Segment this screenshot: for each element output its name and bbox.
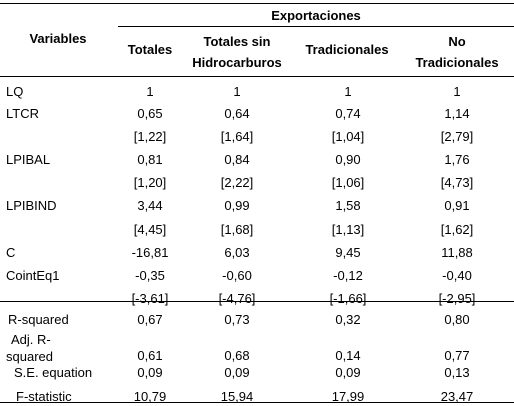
table-cell: 0,90	[335, 152, 361, 167]
table-cell: [1,06]	[331, 175, 365, 190]
row-label: F-statistic	[16, 389, 72, 404]
table-cell: 0,68	[224, 348, 250, 363]
table-cell: 10,79	[133, 389, 167, 404]
table-cell: 1,76	[444, 152, 470, 167]
table-cell: [1,64]	[220, 129, 254, 144]
row-label: LPIBAL	[6, 152, 51, 167]
row-label: R-squared	[8, 312, 69, 327]
table-cell: [1,13]	[331, 222, 365, 237]
table-cell: [1,62]	[440, 222, 474, 237]
table-cell: 6,03	[224, 245, 250, 260]
table-cell: 9,45	[335, 245, 361, 260]
table-cell: -0,40	[442, 268, 472, 283]
table-cell: 1	[453, 84, 461, 99]
header-variables: Variables	[29, 31, 87, 46]
row-label: C	[6, 245, 16, 260]
header-rule	[0, 76, 514, 77]
table-cell: 0,77	[444, 348, 470, 363]
table-cell: [-1,66]	[329, 291, 367, 306]
table-cell: 0,09	[224, 365, 250, 380]
table-cell: 0,65	[137, 106, 163, 121]
table-cell: -0,60	[222, 268, 252, 283]
table-cell: 0,91	[444, 198, 470, 213]
table-cell: 0,84	[224, 152, 250, 167]
table-cell: -0,12	[333, 268, 363, 283]
table-cell: 0,74	[335, 106, 361, 121]
stats-rule	[0, 301, 514, 302]
table-cell: 0,14	[335, 348, 361, 363]
table-cell: 0,99	[224, 198, 250, 213]
header-col-4-line-1: No	[448, 34, 466, 49]
table-cell: 0,13	[444, 365, 470, 380]
header-col-1-line-1: Totales	[127, 42, 173, 57]
table-cell: 1	[146, 84, 154, 99]
header-exportaciones: Exportaciones	[271, 8, 361, 23]
row-label: CointEq1	[6, 268, 60, 283]
header-col-2-line-1: Totales sin	[203, 34, 271, 49]
table-cell: [4,45]	[133, 222, 167, 237]
table-cell: [-2,95]	[438, 291, 476, 306]
table-cell: 0,80	[444, 312, 470, 327]
table-cell: 1	[233, 84, 241, 99]
table-cell: [-4,76]	[218, 291, 256, 306]
header-col-2-line-2: Hidrocarburos	[192, 55, 282, 70]
row-label: Adj. R-	[11, 332, 51, 347]
table-cell: 1	[344, 84, 352, 99]
table-cell: 0,32	[335, 312, 361, 327]
table-cell: 0,73	[224, 312, 250, 327]
table-cell: 3,44	[137, 198, 163, 213]
top-rule	[0, 3, 514, 4]
table-cell: [2,22]	[220, 175, 254, 190]
table-cell: 0,09	[137, 365, 163, 380]
header-col-4-line-2: Tradicionales	[415, 55, 499, 70]
table-cell: -16,81	[131, 245, 169, 260]
row-label-line-2: squared	[6, 349, 53, 364]
table-cell: 0,81	[137, 152, 163, 167]
table-cell: [4,73]	[440, 175, 474, 190]
table-cell: 17,99	[331, 389, 365, 404]
table-cell: [1,20]	[133, 175, 167, 190]
bottom-rule	[0, 402, 514, 403]
table-cell: [1,22]	[133, 129, 167, 144]
table-cell: 15,94	[220, 389, 254, 404]
table-cell: 1,58	[335, 198, 361, 213]
table-cell: -0,35	[135, 268, 165, 283]
table-cell: 1,14	[444, 106, 470, 121]
table-cell: 0,61	[137, 348, 163, 363]
group-rule	[118, 26, 514, 27]
row-label: LPIBIND	[6, 198, 57, 213]
table-cell: [1,68]	[220, 222, 254, 237]
table-cell: 0,67	[137, 312, 163, 327]
table-cell: 0,64	[224, 106, 250, 121]
table-cell: [-3,61]	[131, 291, 169, 306]
table-cell: [2,79]	[440, 129, 474, 144]
row-label: S.E. equation	[14, 365, 93, 380]
table-cell: 11,88	[441, 245, 473, 260]
row-label: LTCR	[6, 106, 39, 121]
table-cell: 0,09	[335, 365, 361, 380]
table-cell: [1,04]	[331, 129, 365, 144]
header-col-3-line-1: Tradicionales	[305, 42, 389, 57]
table-cell: 23,47	[440, 389, 474, 404]
row-label: LQ	[6, 84, 24, 99]
